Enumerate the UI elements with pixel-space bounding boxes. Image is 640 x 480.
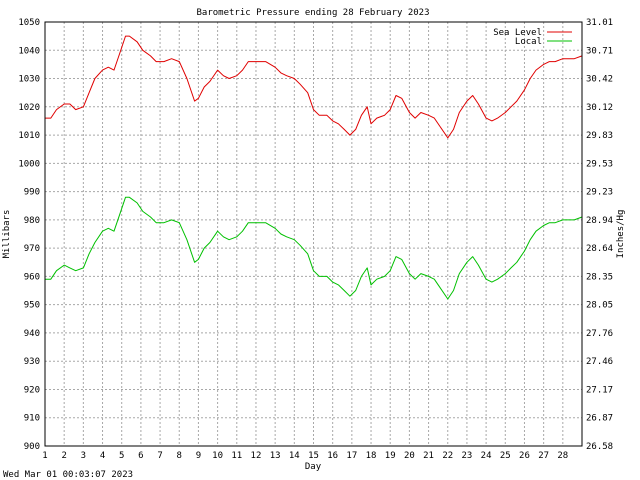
y-tick-label-left: 1030 — [18, 75, 40, 85]
series-line-sea-level — [45, 35, 583, 139]
y-tick-label-left: 900 — [24, 442, 40, 452]
legend: Sea Level Local — [493, 28, 572, 47]
y-tick-label-right: 29.83 — [586, 131, 613, 141]
y-tick-label-right: 30.71 — [586, 46, 613, 56]
x-tick-label: 23 — [462, 451, 473, 461]
x-tick-label: 18 — [366, 451, 377, 461]
x-tick-label: 6 — [138, 451, 143, 461]
x-tick-label: 12 — [251, 451, 262, 461]
y-tick-label-left: 960 — [24, 272, 40, 282]
y-tick-label-right: 31.01 — [586, 18, 613, 28]
x-tick-label: 8 — [177, 451, 182, 461]
x-tick-label: 20 — [404, 451, 415, 461]
y-tick-label-right: 29.23 — [586, 188, 613, 198]
y-tick-label-left: 940 — [24, 329, 40, 339]
y-tick-label-left: 930 — [24, 357, 40, 367]
x-tick-label: 17 — [346, 451, 357, 461]
y-tick-label-left: 1010 — [18, 131, 40, 141]
y-axis-left-label: Millibars — [2, 210, 12, 259]
x-axis-ticks: 1 2 3 4 5 6 7 8 9 10 11 12 13 14 15 16 17 18 19 20 21 22 23 24 2… — [42, 451, 568, 461]
y-tick-label-right: 29.53 — [586, 159, 613, 169]
y-tick-label-right: 28.94 — [586, 216, 613, 226]
y-tick-label-right: 26.87 — [586, 414, 613, 424]
grid — [45, 22, 582, 446]
y-tick-label-left: 1020 — [18, 103, 40, 113]
x-tick-label: 14 — [289, 451, 300, 461]
y-tick-label-right: 26.58 — [586, 442, 613, 452]
y-tick-label-left: 910 — [24, 414, 40, 424]
x-tick-label: 21 — [423, 451, 434, 461]
x-tick-label: 3 — [81, 451, 86, 461]
x-tick-label: 15 — [308, 451, 319, 461]
y-tick-label-left: 1050 — [18, 18, 40, 28]
legend-label-local: Local — [515, 37, 542, 47]
x-tick-label: 27 — [538, 451, 549, 461]
y-tick-label-right: 27.46 — [586, 357, 613, 367]
y-tick-label-right: 30.12 — [586, 103, 613, 113]
y-tick-label-left: 990 — [24, 188, 40, 198]
x-tick-label: 5 — [119, 451, 124, 461]
x-tick-label: 13 — [270, 451, 281, 461]
y-tick-label-left: 950 — [24, 301, 40, 311]
x-tick-label: 16 — [327, 451, 338, 461]
chart-title: Barometric Pressure ending 28 February 2… — [197, 8, 430, 18]
y-axis-right-label: Inches/Hg — [616, 210, 626, 259]
x-tick-label: 11 — [231, 451, 242, 461]
y-tick-label-right: 28.35 — [586, 272, 613, 282]
series-layer — [45, 35, 583, 300]
y-tick-label-left: 1040 — [18, 46, 40, 56]
x-tick-label: 9 — [196, 451, 201, 461]
y-axis-left-ticks: 900 910 920 930 940 950 960 970 980 990 1000 1010 10… — [18, 18, 40, 452]
x-tick-label: 24 — [481, 451, 492, 461]
x-tick-label: 4 — [100, 451, 105, 461]
x-tick-label: 25 — [500, 451, 511, 461]
x-tick-label: 1 — [42, 451, 47, 461]
legend-label-sea-level: Sea Level — [493, 28, 542, 38]
plot-frame — [44, 21, 583, 447]
y-axis-right-ticks: 26.58 26.87 27.17 27.46 27.76 28.05 28.35 28.64… — [586, 18, 613, 452]
series-line-local — [45, 196, 583, 300]
y-tick-label-left: 920 — [24, 385, 40, 395]
x-tick-label: 19 — [385, 451, 396, 461]
y-tick-label-right: 30.42 — [586, 75, 613, 85]
y-tick-label-right: 28.05 — [586, 301, 613, 311]
y-tick-label-left: 970 — [24, 244, 40, 254]
x-axis-label: Day — [305, 462, 322, 472]
x-tick-label: 7 — [157, 451, 162, 461]
y-tick-label-right: 27.76 — [586, 329, 613, 339]
x-tick-label: 2 — [61, 451, 66, 461]
x-tick-label: 28 — [557, 451, 568, 461]
y-tick-label-left: 1000 — [18, 159, 40, 169]
y-tick-label-right: 28.64 — [586, 244, 613, 254]
x-tick-label: 10 — [212, 451, 223, 461]
y-tick-label-right: 27.17 — [586, 385, 613, 395]
x-tick-label: 26 — [519, 451, 530, 461]
timestamp: Wed Mar 01 00:03:07 2023 — [3, 470, 133, 480]
x-tick-label: 22 — [442, 451, 453, 461]
y-tick-label-left: 980 — [24, 216, 40, 226]
